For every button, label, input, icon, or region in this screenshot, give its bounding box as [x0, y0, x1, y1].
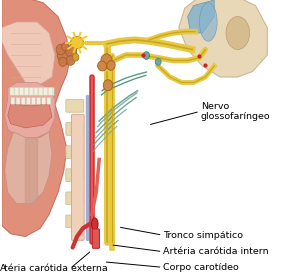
Ellipse shape — [91, 218, 98, 230]
Ellipse shape — [98, 61, 107, 71]
Ellipse shape — [62, 43, 69, 51]
FancyBboxPatch shape — [34, 88, 38, 95]
FancyBboxPatch shape — [32, 98, 35, 104]
Ellipse shape — [66, 45, 77, 57]
FancyBboxPatch shape — [66, 123, 84, 135]
FancyBboxPatch shape — [42, 98, 46, 104]
Polygon shape — [2, 0, 70, 236]
Polygon shape — [25, 138, 37, 204]
Polygon shape — [188, 0, 214, 33]
FancyBboxPatch shape — [72, 114, 84, 240]
Ellipse shape — [66, 56, 75, 65]
Polygon shape — [5, 82, 55, 138]
Ellipse shape — [72, 53, 79, 61]
Circle shape — [71, 37, 83, 49]
Ellipse shape — [107, 61, 115, 70]
FancyBboxPatch shape — [27, 98, 30, 104]
FancyBboxPatch shape — [47, 98, 51, 104]
FancyBboxPatch shape — [44, 88, 47, 95]
Text: A: A — [0, 265, 6, 273]
FancyBboxPatch shape — [37, 98, 41, 104]
FancyBboxPatch shape — [66, 146, 84, 158]
Ellipse shape — [199, 3, 217, 41]
Ellipse shape — [143, 52, 150, 59]
FancyBboxPatch shape — [24, 88, 28, 95]
Text: téria carótida externa: téria carótida externa — [4, 265, 108, 273]
Ellipse shape — [101, 54, 112, 67]
FancyBboxPatch shape — [10, 87, 54, 96]
FancyBboxPatch shape — [15, 88, 19, 95]
Text: Nervo
glossofaríngeo: Nervo glossofaríngeo — [201, 102, 271, 121]
Polygon shape — [8, 104, 52, 128]
FancyBboxPatch shape — [39, 88, 43, 95]
FancyBboxPatch shape — [11, 98, 15, 104]
Ellipse shape — [226, 16, 250, 50]
Ellipse shape — [103, 80, 113, 91]
FancyBboxPatch shape — [16, 98, 20, 104]
FancyBboxPatch shape — [66, 215, 84, 228]
FancyBboxPatch shape — [66, 192, 84, 205]
Text: Artéria carótida intern: Artéria carótida intern — [164, 247, 269, 256]
FancyBboxPatch shape — [66, 100, 84, 112]
Ellipse shape — [57, 47, 73, 63]
Polygon shape — [5, 132, 52, 204]
FancyBboxPatch shape — [10, 88, 14, 95]
Ellipse shape — [59, 57, 67, 66]
Polygon shape — [179, 0, 267, 77]
Text: Tronco simpático: Tronco simpático — [164, 231, 243, 240]
FancyBboxPatch shape — [29, 88, 33, 95]
Text: Corpo carotídeo: Corpo carotídeo — [164, 263, 239, 272]
FancyBboxPatch shape — [66, 169, 84, 182]
FancyBboxPatch shape — [20, 88, 24, 95]
Ellipse shape — [155, 59, 161, 65]
FancyBboxPatch shape — [92, 229, 100, 248]
FancyBboxPatch shape — [49, 88, 52, 95]
FancyBboxPatch shape — [21, 98, 25, 104]
Polygon shape — [2, 22, 55, 88]
Ellipse shape — [56, 44, 66, 55]
